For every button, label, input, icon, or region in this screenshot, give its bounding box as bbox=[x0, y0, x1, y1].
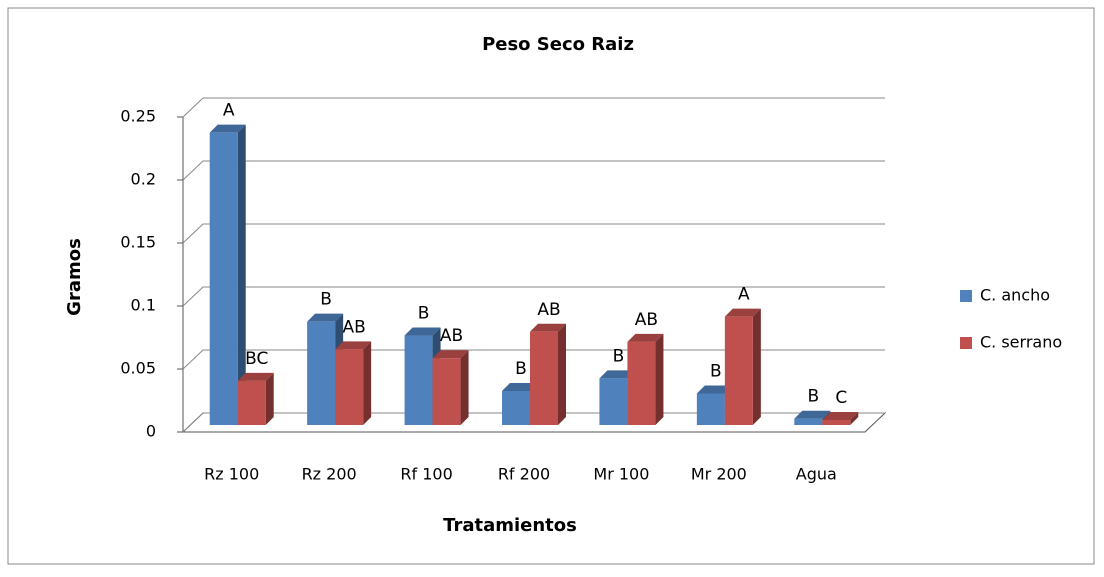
bar bbox=[237, 380, 266, 425]
bar-top bbox=[432, 350, 469, 359]
bar-side bbox=[558, 323, 566, 425]
y-tick-label: 0.15 bbox=[120, 233, 156, 252]
bar-top bbox=[335, 341, 372, 350]
bar bbox=[307, 321, 336, 425]
bar bbox=[432, 358, 461, 425]
data-label: A bbox=[738, 285, 750, 305]
bar-top bbox=[209, 124, 246, 133]
y-tick-label: 0.2 bbox=[131, 170, 156, 189]
bar-side bbox=[460, 350, 469, 425]
data-label: AB bbox=[537, 300, 560, 320]
bar bbox=[530, 331, 558, 425]
bar bbox=[822, 419, 851, 425]
bar-side bbox=[850, 411, 859, 425]
bar bbox=[696, 393, 725, 425]
data-label: B bbox=[613, 346, 625, 366]
y-tick-label: 0 bbox=[146, 422, 156, 441]
bar-top bbox=[822, 411, 859, 420]
bar-top bbox=[307, 313, 344, 322]
data-label: AB bbox=[635, 310, 658, 330]
y-tick-label: 0.25 bbox=[120, 107, 156, 126]
x-tick-label: Mr 200 bbox=[691, 465, 747, 484]
grid-line bbox=[182, 160, 885, 181]
bar-top bbox=[502, 382, 538, 391]
bar bbox=[794, 418, 823, 425]
y-tick-label: 0.1 bbox=[131, 296, 156, 315]
bar-top bbox=[794, 410, 831, 419]
data-label: C bbox=[835, 388, 847, 408]
bar-top bbox=[724, 308, 761, 317]
bar-side bbox=[363, 341, 372, 425]
chart-border bbox=[7, 7, 1095, 565]
legend-swatch bbox=[960, 337, 972, 349]
bar-top bbox=[404, 327, 441, 336]
x-axis-label: Tratamientos bbox=[443, 515, 577, 536]
data-label: BC bbox=[245, 349, 268, 369]
chart-title: Peso Seco Raiz bbox=[482, 34, 634, 55]
legend-swatch bbox=[960, 290, 972, 302]
x-tick-label: Mr 100 bbox=[593, 465, 649, 484]
x-tick-label: Rz 100 bbox=[204, 465, 259, 484]
bar bbox=[599, 378, 628, 425]
data-label: B bbox=[418, 304, 430, 324]
bar bbox=[627, 341, 656, 425]
data-label: B bbox=[515, 359, 527, 379]
y-tick-label: 0.05 bbox=[120, 359, 156, 378]
bar-side bbox=[237, 124, 246, 426]
x-tick-label: Rf 200 bbox=[498, 465, 550, 484]
legend-label: C. ancho bbox=[980, 286, 1050, 305]
data-label: AB bbox=[342, 317, 365, 337]
bar-side bbox=[655, 333, 664, 425]
bar-top bbox=[627, 333, 664, 342]
grid-line bbox=[182, 223, 885, 244]
bar bbox=[404, 335, 433, 425]
x-tick-label: Rf 100 bbox=[400, 465, 452, 484]
bar bbox=[209, 132, 238, 425]
data-label: B bbox=[807, 387, 819, 407]
bar bbox=[502, 390, 530, 425]
x-tick-label: Rz 200 bbox=[302, 465, 357, 484]
grid-line bbox=[182, 286, 885, 307]
data-label: AB bbox=[440, 326, 463, 346]
bar-top bbox=[599, 370, 636, 379]
bar-side bbox=[265, 372, 274, 425]
bar-side bbox=[752, 308, 761, 425]
bar-top bbox=[696, 385, 733, 394]
grid-line bbox=[182, 97, 885, 118]
data-label: B bbox=[320, 290, 332, 310]
y-axis-label: Gramos bbox=[64, 238, 85, 316]
legend-label: C. serrano bbox=[980, 333, 1062, 352]
data-label: A bbox=[223, 101, 235, 121]
x-tick-label: Agua bbox=[796, 465, 837, 484]
bar bbox=[335, 349, 364, 425]
bar-top bbox=[530, 323, 566, 332]
bar bbox=[724, 316, 753, 425]
bar-top bbox=[237, 372, 274, 381]
data-label: B bbox=[710, 362, 722, 382]
